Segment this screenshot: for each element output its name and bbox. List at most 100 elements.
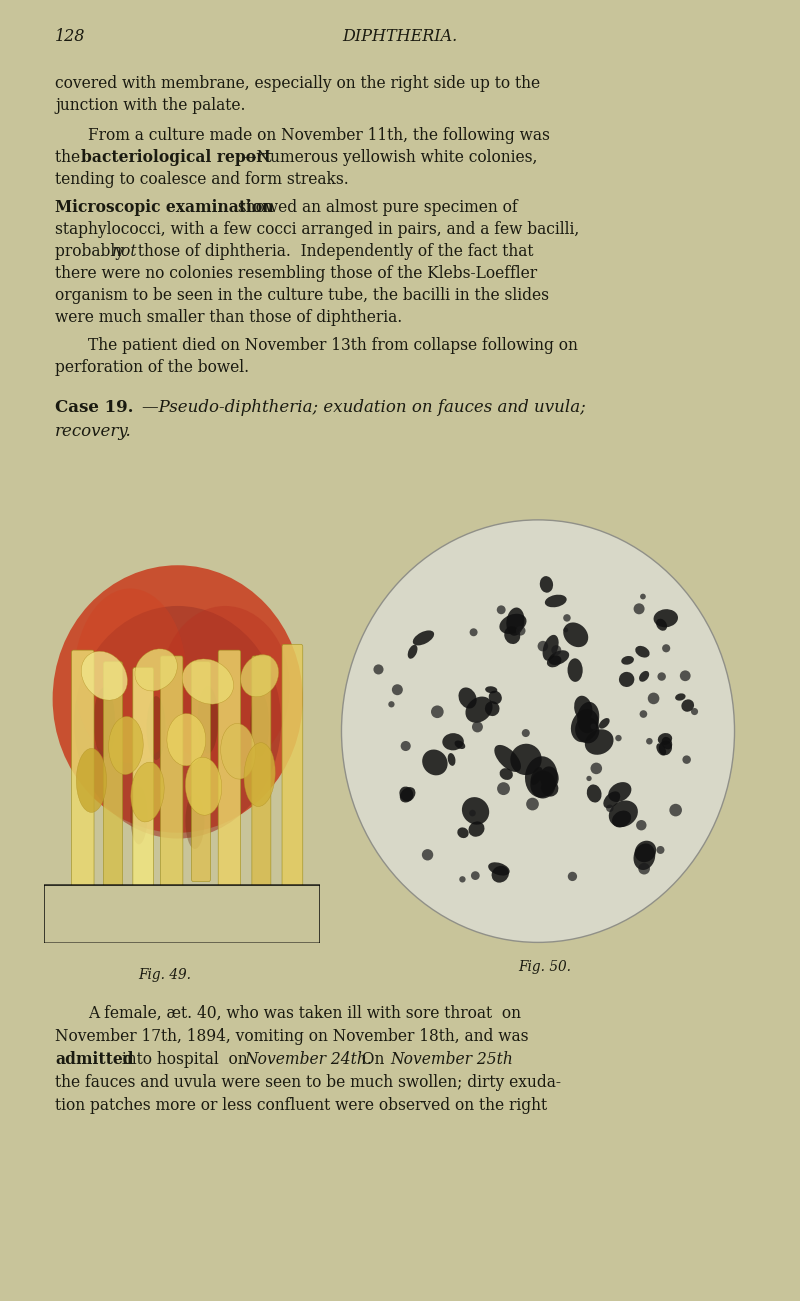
Circle shape bbox=[472, 722, 483, 732]
Ellipse shape bbox=[639, 671, 649, 682]
Ellipse shape bbox=[342, 520, 734, 942]
Ellipse shape bbox=[488, 863, 510, 876]
Text: recovery.: recovery. bbox=[55, 423, 132, 440]
Circle shape bbox=[388, 701, 394, 708]
Ellipse shape bbox=[563, 622, 588, 647]
Text: there were no colonies resembling those of the Klebs-Loeffler: there were no colonies resembling those … bbox=[55, 265, 537, 282]
Circle shape bbox=[469, 809, 476, 817]
Text: Case 19.: Case 19. bbox=[55, 399, 134, 416]
Ellipse shape bbox=[458, 827, 469, 838]
FancyBboxPatch shape bbox=[103, 662, 122, 887]
Ellipse shape bbox=[494, 745, 521, 771]
Ellipse shape bbox=[634, 843, 655, 870]
Circle shape bbox=[497, 605, 506, 614]
FancyBboxPatch shape bbox=[133, 667, 154, 887]
Text: From a culture made on November 11th, the following was: From a culture made on November 11th, th… bbox=[88, 127, 550, 144]
Ellipse shape bbox=[400, 787, 415, 803]
Ellipse shape bbox=[612, 811, 631, 827]
Circle shape bbox=[648, 692, 659, 704]
Text: junction with the palate.: junction with the palate. bbox=[55, 98, 246, 114]
Ellipse shape bbox=[454, 740, 466, 749]
Text: not: not bbox=[112, 243, 138, 260]
Text: DIPHTHERIA.: DIPHTHERIA. bbox=[342, 29, 458, 46]
Ellipse shape bbox=[466, 696, 493, 723]
Circle shape bbox=[615, 735, 622, 742]
Ellipse shape bbox=[547, 656, 562, 667]
Text: the fauces and uvula were seen to be much swollen; dirty exuda-: the fauces and uvula were seen to be muc… bbox=[55, 1075, 561, 1092]
Ellipse shape bbox=[549, 650, 569, 665]
Ellipse shape bbox=[244, 743, 275, 807]
Ellipse shape bbox=[485, 686, 498, 693]
Text: staphylococci, with a few cocci arranged in pairs, and a few bacilli,: staphylococci, with a few cocci arranged… bbox=[55, 221, 579, 238]
Ellipse shape bbox=[131, 762, 164, 822]
Ellipse shape bbox=[442, 734, 464, 751]
Text: tion patches more or less confluent were observed on the right: tion patches more or less confluent were… bbox=[55, 1097, 547, 1114]
Ellipse shape bbox=[408, 645, 418, 658]
Circle shape bbox=[392, 684, 403, 695]
FancyBboxPatch shape bbox=[161, 656, 183, 894]
Text: 128: 128 bbox=[55, 29, 86, 46]
Ellipse shape bbox=[619, 671, 634, 687]
Circle shape bbox=[538, 641, 548, 652]
Circle shape bbox=[680, 670, 690, 682]
Circle shape bbox=[646, 738, 653, 744]
Ellipse shape bbox=[609, 800, 638, 827]
Ellipse shape bbox=[489, 691, 502, 704]
Text: probably: probably bbox=[55, 243, 129, 260]
Circle shape bbox=[640, 593, 646, 600]
Ellipse shape bbox=[74, 606, 281, 839]
Circle shape bbox=[563, 614, 570, 622]
Ellipse shape bbox=[654, 609, 678, 627]
Ellipse shape bbox=[130, 786, 147, 844]
Ellipse shape bbox=[530, 770, 555, 799]
Text: November 24th.: November 24th. bbox=[244, 1051, 372, 1068]
Ellipse shape bbox=[525, 756, 558, 798]
Circle shape bbox=[662, 644, 670, 652]
Ellipse shape bbox=[574, 696, 593, 721]
FancyBboxPatch shape bbox=[218, 650, 241, 887]
Text: The patient died on November 13th from collapse following on: The patient died on November 13th from c… bbox=[88, 337, 578, 354]
Circle shape bbox=[670, 804, 682, 817]
Ellipse shape bbox=[161, 606, 290, 769]
Ellipse shape bbox=[198, 686, 218, 753]
Ellipse shape bbox=[540, 576, 553, 593]
Ellipse shape bbox=[82, 652, 127, 700]
Circle shape bbox=[682, 756, 691, 764]
Circle shape bbox=[431, 705, 444, 718]
Ellipse shape bbox=[485, 701, 499, 716]
Ellipse shape bbox=[182, 660, 234, 704]
Text: were much smaller than those of diphtheria.: were much smaller than those of diphther… bbox=[55, 310, 402, 327]
Text: the: the bbox=[55, 150, 85, 167]
Ellipse shape bbox=[545, 595, 566, 608]
Ellipse shape bbox=[577, 701, 599, 734]
Circle shape bbox=[590, 723, 596, 730]
Ellipse shape bbox=[656, 743, 666, 756]
Text: covered with membrane, especially on the right side up to the: covered with membrane, especially on the… bbox=[55, 75, 540, 92]
Ellipse shape bbox=[599, 718, 610, 729]
Circle shape bbox=[636, 820, 646, 830]
Circle shape bbox=[374, 665, 383, 674]
Ellipse shape bbox=[422, 749, 448, 775]
Circle shape bbox=[590, 762, 602, 774]
Text: bacteriological report: bacteriological report bbox=[81, 150, 272, 167]
Ellipse shape bbox=[76, 748, 106, 812]
Circle shape bbox=[422, 850, 434, 860]
Ellipse shape bbox=[448, 753, 455, 766]
Circle shape bbox=[526, 798, 539, 811]
Ellipse shape bbox=[167, 713, 206, 766]
Circle shape bbox=[401, 742, 410, 751]
Text: admitted: admitted bbox=[55, 1051, 134, 1068]
Ellipse shape bbox=[500, 768, 513, 779]
Ellipse shape bbox=[658, 740, 672, 756]
Ellipse shape bbox=[510, 744, 542, 775]
Circle shape bbox=[459, 876, 466, 882]
Ellipse shape bbox=[662, 736, 672, 749]
Ellipse shape bbox=[94, 687, 115, 757]
Ellipse shape bbox=[567, 658, 582, 682]
Text: organism to be seen in the culture tube, the bacilli in the slides: organism to be seen in the culture tube,… bbox=[55, 288, 549, 304]
Circle shape bbox=[522, 729, 530, 738]
Ellipse shape bbox=[74, 588, 186, 762]
Text: A female, æt. 40, who was taken ill with sore throat  on: A female, æt. 40, who was taken ill with… bbox=[88, 1004, 521, 1023]
Ellipse shape bbox=[635, 645, 650, 657]
Ellipse shape bbox=[221, 723, 255, 779]
